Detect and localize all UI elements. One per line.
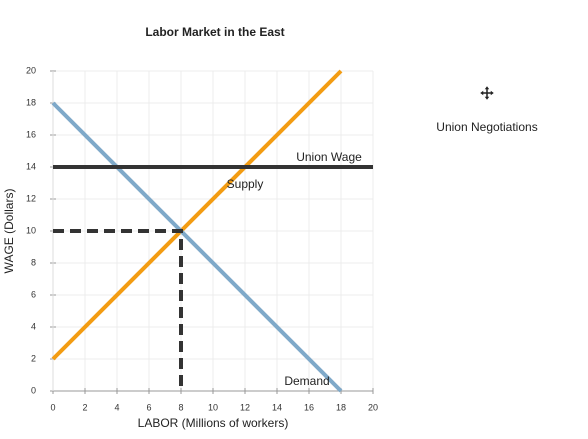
y-tick-label: 4 — [31, 321, 36, 331]
y-tick-label: 2 — [31, 353, 36, 363]
y-tick-label: 14 — [26, 161, 36, 171]
y-tick-label: 0 — [31, 385, 36, 395]
x-tick-label: 2 — [82, 402, 87, 412]
y-tick-label: 6 — [31, 289, 36, 299]
y-tick-label: 18 — [26, 97, 36, 107]
x-tick-label: 12 — [240, 402, 250, 412]
y-axis-label: WAGE (Dollars) — [2, 189, 16, 274]
y-tick-label: 16 — [26, 129, 36, 139]
x-tick-label: 20 — [368, 402, 378, 412]
side-panel-label[interactable]: Union Negotiations — [436, 120, 537, 134]
series-label: Demand — [284, 374, 329, 388]
y-tick-label: 12 — [26, 193, 36, 203]
x-tick-label: 16 — [304, 402, 314, 412]
guide-line — [53, 229, 183, 391]
y-tick-label: 8 — [31, 257, 36, 267]
move-icon[interactable] — [480, 86, 494, 100]
x-tick-label: 14 — [272, 402, 282, 412]
x-tick-label: 4 — [114, 402, 119, 412]
x-tick-label: 6 — [146, 402, 151, 412]
series-line — [51, 101, 343, 393]
x-axis-label: LABOR (Millions of workers) — [138, 416, 289, 430]
y-tick-label: 10 — [26, 225, 36, 235]
x-tick-label: 18 — [336, 402, 346, 412]
x-tick-label: 10 — [208, 402, 218, 412]
plot-area: 0 2 4 6 8 10 12 14 16 18 20 0 2 4 6 8 10 12 14 16 18 20 — [26, 65, 378, 412]
x-tick-label: 0 — [50, 402, 55, 412]
x-tick-label: 8 — [178, 402, 183, 412]
y-tick-label: 20 — [26, 65, 36, 75]
chart-title: Labor Market in the East — [145, 25, 284, 39]
series-label: Supply — [227, 177, 264, 191]
side-panel-button[interactable]: Union Negotiations — [436, 86, 538, 134]
series-label: Union Wage — [296, 150, 362, 164]
series-line — [51, 69, 343, 361]
